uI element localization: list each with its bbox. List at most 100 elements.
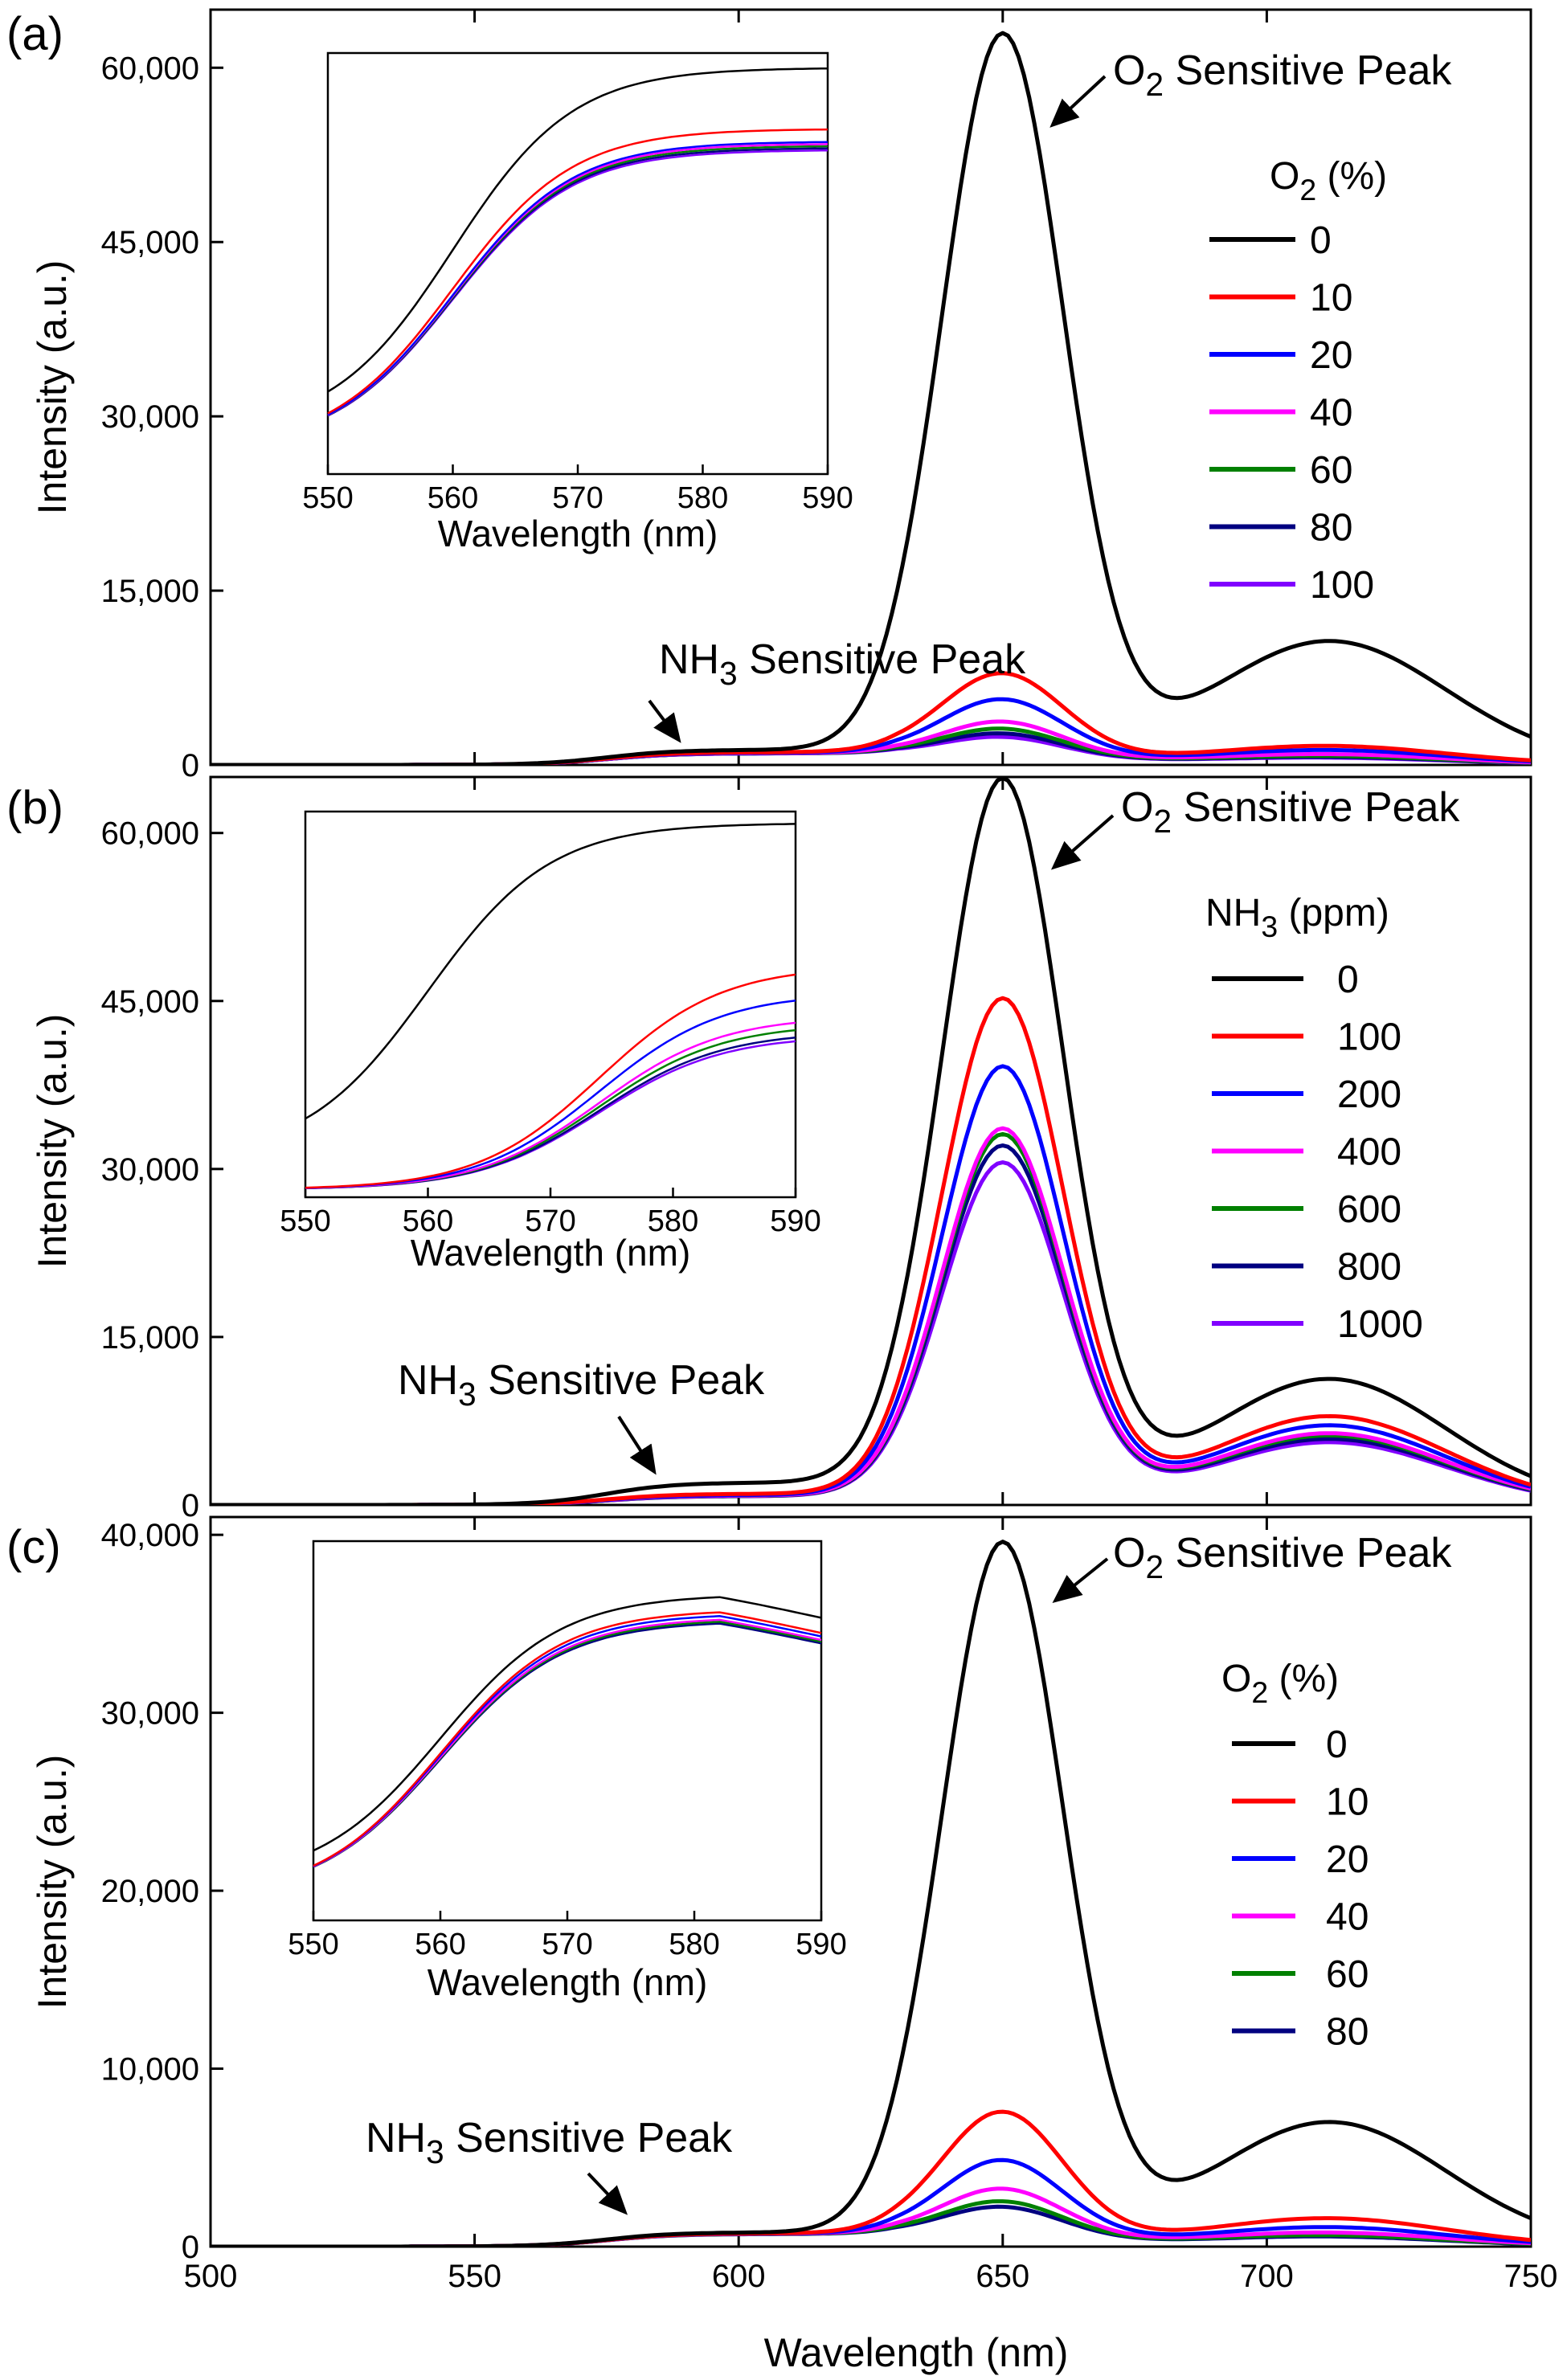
inset-series-line-10: [313, 1611, 822, 1867]
legend-entry-400: 400: [1337, 1131, 1401, 1174]
y-tick-label: 40,000: [101, 1518, 199, 1553]
inset-frame: [312, 1540, 823, 1922]
inset-x-tick-label: 580: [669, 1928, 719, 1961]
panels: (a) Intensity (a.u.) 0 15,000 30,000 45,000 60…: [6, 8, 1557, 2294]
legend-entry-10: 10: [1310, 277, 1352, 320]
y-tick-label: 15,000: [101, 1320, 199, 1356]
nh3-sensitive-peak-label-rest: Sensitive Peak: [444, 2115, 733, 2161]
legend-title-base: O: [1270, 155, 1299, 198]
series-group: [211, 31, 1531, 765]
x-tick-label: 550: [448, 2259, 501, 2294]
x-axis-label: Wavelength (nm): [764, 2330, 1069, 2375]
x-tick-label: 600: [712, 2259, 766, 2294]
legend-entry-40: 40: [1326, 1896, 1369, 1939]
nh3-sensitive-peak-label-base: NH: [366, 2115, 426, 2161]
legend: NH3 (ppm) 0 100 200 400 600 800 1000: [1205, 892, 1423, 1346]
panel-label: (c): [6, 1521, 61, 1573]
legend-entry-0: 0: [1326, 1724, 1348, 1766]
y-tick-label: 30,000: [101, 399, 199, 435]
o2-sensitive-peak-label-base: O: [1113, 47, 1145, 94]
legend-title: NH3 (ppm): [1205, 892, 1389, 943]
inset-x-label: Wavelength (nm): [438, 513, 718, 554]
nh3-sensitive-peak-label-base: NH: [659, 636, 719, 683]
y-tick-label: 20,000: [101, 1874, 199, 1909]
legend-entry-0: 0: [1310, 219, 1332, 262]
inset-frame: [304, 810, 797, 1199]
nh3-peak-arrow: [617, 1415, 657, 1475]
legend-title-rest: (ppm): [1278, 892, 1389, 934]
legend-entry-80: 80: [1310, 507, 1352, 550]
nh3-sensitive-peak-label: NH3 Sensitive Peak: [366, 2115, 733, 2170]
o2-peak-arrow: [1050, 814, 1115, 870]
inset-series-line-10: [327, 128, 829, 415]
inset-x-label: Wavelength (nm): [428, 1961, 708, 2003]
o2-sensitive-peak-label-rest: Sensitive Peak: [1172, 784, 1460, 831]
o2-sensitive-peak-label: O2 Sensitive Peak: [1121, 784, 1460, 840]
inset-x-tick-label: 570: [525, 1204, 575, 1238]
legend-entry-1000: 1000: [1337, 1303, 1423, 1346]
y-tick-label: 45,000: [101, 984, 199, 1020]
legend-entry-0: 0: [1337, 959, 1359, 1001]
inset-x-tick-label: 560: [403, 1204, 453, 1238]
y-axis-label: Intensity (a.u.): [30, 1014, 75, 1269]
o2-sensitive-peak-label-rest: Sensitive Peak: [1164, 47, 1452, 94]
inset-x-tick-label: 550: [288, 1928, 338, 1961]
series-group: [211, 1540, 1531, 2247]
y-axis-label: Intensity (a.u.): [30, 260, 75, 515]
legend-entry-20: 20: [1310, 334, 1352, 377]
nh3-peak-arrow: [648, 699, 681, 743]
y-tick-label: 60,000: [101, 51, 199, 86]
legend-entry-40: 40: [1310, 392, 1352, 435]
inset-x-label: Wavelength (nm): [411, 1232, 691, 1274]
inset-x-tick-label: 590: [770, 1204, 820, 1238]
legend-title: O2 (%): [1270, 155, 1387, 207]
inset-x-tick-label: 550: [302, 481, 353, 515]
y-tick-label: 10,000: [101, 2052, 199, 2088]
legend-title-rest: (%): [1268, 1658, 1339, 1700]
legend-entry-60: 60: [1310, 449, 1352, 492]
inset-series-line-0: [313, 1596, 822, 1852]
y-tick-label: 0: [182, 2230, 199, 2265]
legend-title-base: O: [1221, 1658, 1251, 1700]
inset-x-tick-label: 550: [280, 1204, 330, 1238]
panel-c: (c) Intensity (a.u.) 0 10,000 20,000 30,000 40…: [6, 1515, 1557, 2294]
nh3-sensitive-peak-label-sub: 3: [719, 655, 738, 692]
inset-series-line-0: [305, 823, 796, 1120]
panel-a: (a) Intensity (a.u.) 0 15,000 30,000 45,000 60…: [6, 8, 1532, 783]
plot-frame: [209, 775, 1532, 1507]
legend-title-rest: (%): [1316, 155, 1387, 198]
panel-b: (b) Intensity (a.u.) 0 15,000 30,000 45,000 60…: [6, 775, 1532, 1523]
panel-label: (a): [6, 8, 63, 60]
plot-frame: [209, 1515, 1532, 2248]
inset-series-line-20: [327, 141, 829, 416]
legend-title-sub: 2: [1251, 1675, 1268, 1709]
y-tick-label: 30,000: [101, 1152, 199, 1188]
o2-peak-arrow: [1049, 75, 1107, 128]
panel-label: (b): [6, 782, 63, 834]
o2-peak-arrow: [1052, 1557, 1109, 1604]
y-tick-label: 15,000: [101, 574, 199, 609]
legend: O2 (%) 0 10 20 40 60 80: [1221, 1658, 1369, 2054]
inset-x-tick-label: 580: [677, 481, 728, 515]
series-group: [211, 777, 1531, 1505]
o2-sensitive-peak-label-sub: 2: [1145, 66, 1164, 103]
legend-entry-800: 800: [1337, 1246, 1401, 1289]
series-line-0: [211, 777, 1531, 1505]
x-tick-label: 500: [184, 2259, 238, 2294]
inset: 550 560 570 580 590 Wavelength (nm): [288, 1540, 847, 2003]
x-tick-label: 650: [976, 2259, 1029, 2294]
inset-frame: [326, 51, 829, 476]
nh3-sensitive-peak-label-rest: Sensitive Peak: [738, 636, 1026, 683]
inset: 550 560 570 580 590 Wavelength (nm): [280, 810, 821, 1274]
nh3-peak-arrow: [587, 2172, 628, 2215]
o2-sensitive-peak-label: O2 Sensitive Peak: [1113, 47, 1452, 103]
legend-entry-600: 600: [1337, 1188, 1401, 1231]
o2-sensitive-peak-label-sub: 2: [1153, 803, 1172, 840]
series-line-60: [211, 2199, 1531, 2247]
legend-entry-60: 60: [1326, 1953, 1369, 1996]
inset-series-line-100: [305, 973, 796, 1189]
y-tick-label: 30,000: [101, 1696, 199, 1732]
y-axis-label: Intensity (a.u.): [30, 1755, 75, 2010]
y-tick-label: 45,000: [101, 225, 199, 260]
o2-sensitive-peak-label-rest: Sensitive Peak: [1164, 1530, 1452, 1576]
